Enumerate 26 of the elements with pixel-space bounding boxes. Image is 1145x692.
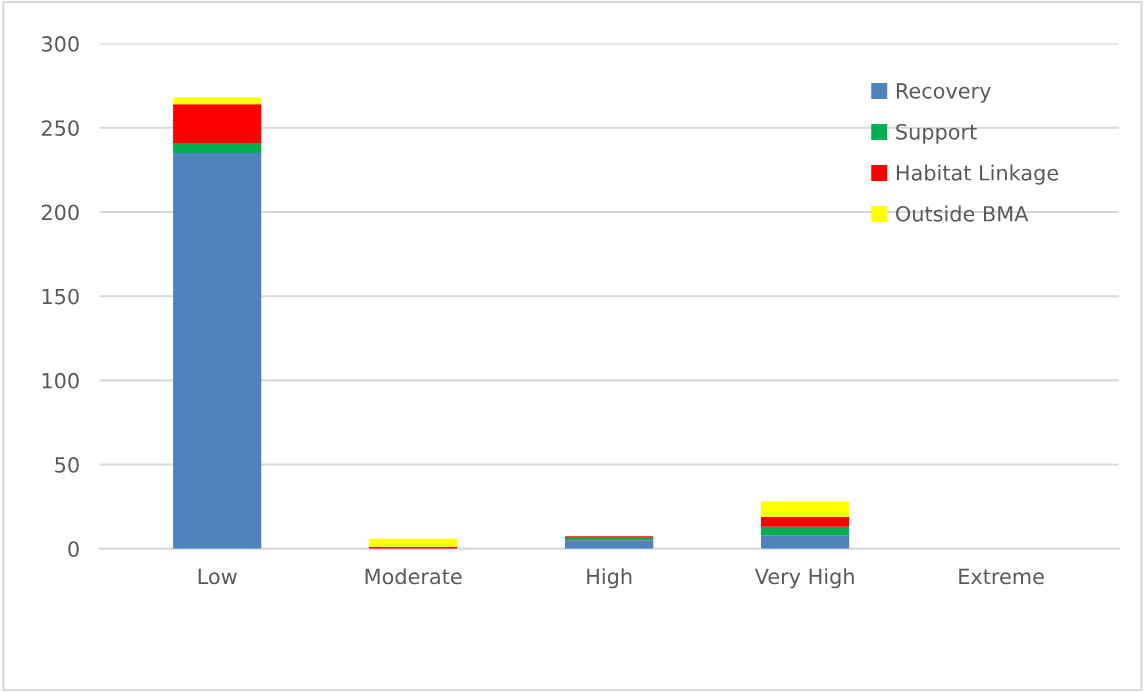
legend-label: Recovery	[896, 83, 991, 103]
bar	[173, 97, 262, 105]
bar	[761, 526, 850, 536]
legend-label: Support	[896, 123, 977, 144]
y-tick-label: 250	[41, 120, 79, 136]
x-tick-label: High	[587, 568, 632, 589]
bar	[761, 501, 850, 517]
x-tick-label: Very High	[754, 568, 854, 589]
y-tick-label: 0	[68, 541, 79, 557]
legend-label: Habitat Linkage	[896, 164, 1059, 185]
bar	[173, 104, 262, 143]
legend-label: Outside BMA	[896, 205, 1029, 222]
y-tick-label: 200	[41, 204, 79, 221]
y-tick-label: 100	[42, 372, 79, 389]
bar	[761, 535, 850, 549]
y-tick-label: 50	[55, 457, 79, 473]
x-tick-label: Low	[198, 568, 237, 585]
bar	[565, 540, 654, 549]
bar	[173, 142, 262, 154]
x-tick-label: Moderate	[365, 568, 462, 585]
bar	[369, 538, 458, 548]
x-tick-label: Extreme	[959, 568, 1044, 585]
y-tick-label: 300	[41, 36, 79, 52]
bar	[173, 153, 262, 549]
y-tick-label: 150	[42, 288, 79, 305]
bar	[761, 516, 850, 527]
